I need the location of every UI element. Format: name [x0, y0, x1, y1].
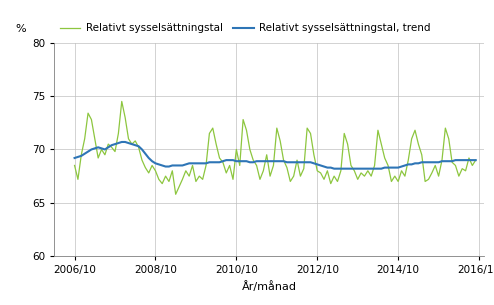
Text: %: %	[16, 24, 26, 34]
Relativt sysselsättningstal	[186, 174, 192, 178]
Relativt sysselsättningstal, trend	[355, 167, 361, 170]
Relativt sysselsättningstal, trend	[297, 160, 303, 164]
Relativt sysselsättningstal	[355, 178, 361, 181]
X-axis label: År/månad: År/månad	[242, 281, 297, 292]
Relativt sysselsättningstal, trend	[183, 163, 189, 166]
Relativt sysselsättningstal, trend	[466, 158, 472, 162]
Line: Relativt sysselsättningstal, trend: Relativt sysselsättningstal, trend	[75, 142, 476, 169]
Relativt sysselsättningstal, trend	[473, 158, 479, 162]
Relativt sysselsättningstal, trend	[72, 156, 78, 160]
Relativt sysselsättningstal	[173, 192, 179, 196]
Relativt sysselsättningstal, trend	[331, 167, 337, 170]
Legend: Relativt sysselsättningstal, Relativt sysselsättningstal, trend: Relativt sysselsättningstal, Relativt sy…	[60, 23, 431, 33]
Relativt sysselsättningstal, trend	[159, 163, 165, 167]
Line: Relativt sysselsättningstal: Relativt sysselsättningstal	[75, 102, 476, 194]
Relativt sysselsättningstal	[395, 180, 401, 183]
Relativt sysselsättningstal, trend	[119, 140, 124, 144]
Relativt sysselsättningstal	[466, 156, 472, 160]
Relativt sysselsättningstal	[72, 163, 78, 167]
Relativt sysselsättningstal	[301, 167, 307, 170]
Relativt sysselsättningstal	[473, 158, 479, 162]
Relativt sysselsättningstal, trend	[395, 166, 401, 170]
Relativt sysselsättningstal	[119, 100, 124, 103]
Relativt sysselsättningstal	[159, 182, 165, 185]
